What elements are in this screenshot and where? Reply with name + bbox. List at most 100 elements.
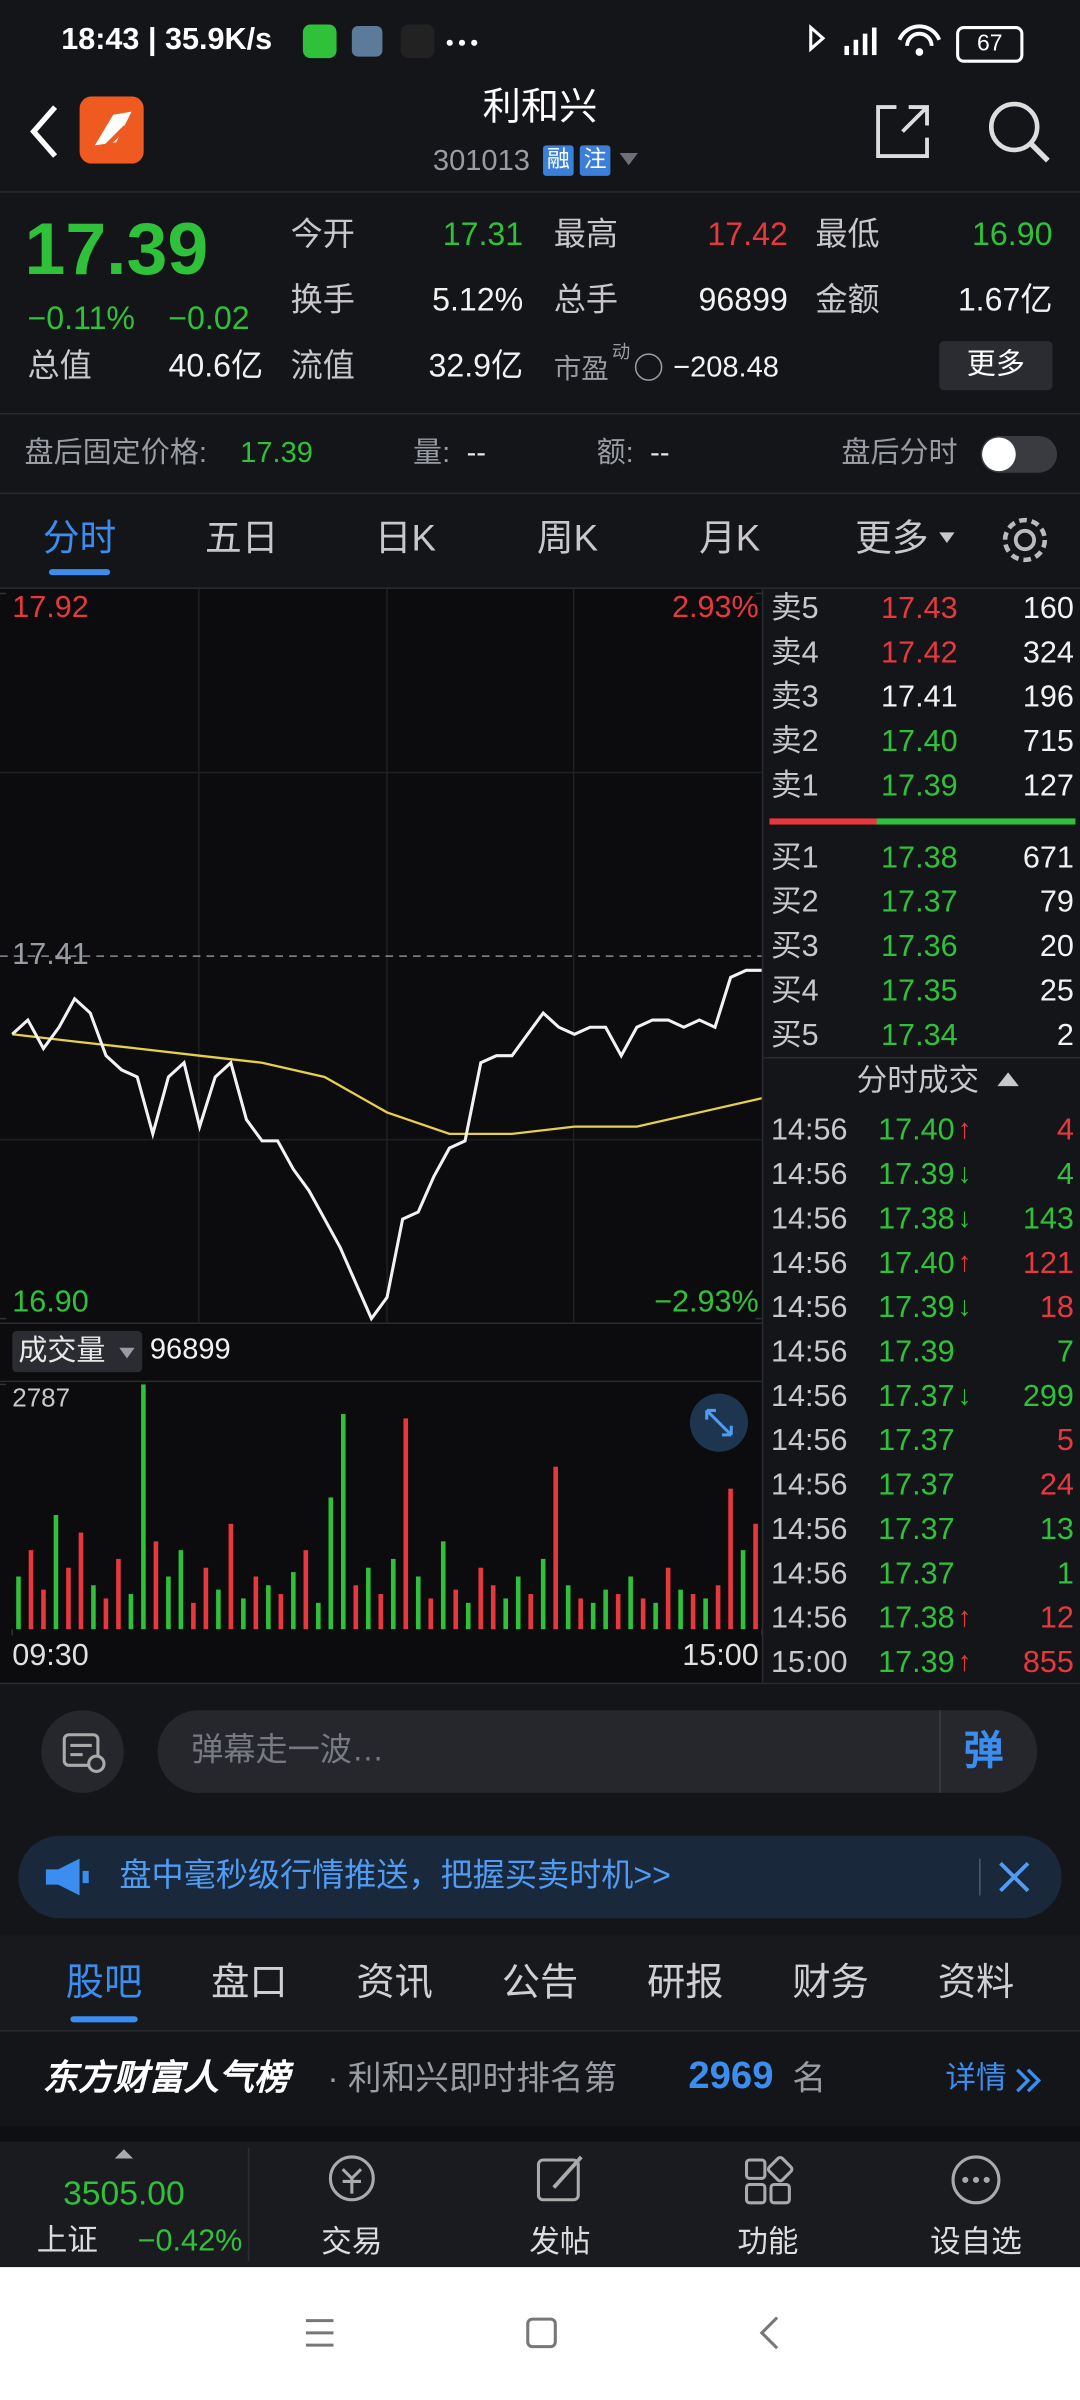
field-label: 今开 [290,217,355,253]
after-hours-volume-label: 量: [413,437,451,470]
field-value: 1.67亿 [957,283,1053,319]
danmu-placeholder: 弹幕走一波… [191,1733,384,1769]
nav-icon[interactable] [529,2151,590,2212]
chart-tab[interactable]: 更多 [855,518,929,560]
after-hours-price: 17.39 [240,437,313,470]
section-tab[interactable]: 研报 [647,1961,724,2004]
volume-bar [53,1515,59,1630]
trade-volume: 4 [1056,1113,1074,1148]
share-button[interactable] [872,101,933,162]
index-value[interactable]: 3505.00 [63,2173,185,2213]
section-tab[interactable]: 公告 [501,1961,579,2004]
section-tab[interactable]: 盘口 [211,1961,288,2004]
bid-bar [876,818,1076,825]
book-volume: 324 [1022,636,1074,671]
intraday-chart: 16.90 17.41 17.92 −2.93% 2.93% 09:30 15:00 成交量 9… [0,588,762,1683]
y-tick-label: 2787 [12,1383,70,1413]
dropdown[interactable] [618,150,639,168]
divider [0,587,1080,589]
volume-bar [490,1585,496,1630]
nav-icon[interactable] [737,2151,798,2212]
chart-tab[interactable]: 日K [374,518,436,560]
y2-tick-label: 2.93% [672,590,759,624]
tab-indicator [48,569,111,576]
volume-bar [78,1532,84,1630]
nav-label[interactable]: 功能 [737,2225,799,2260]
volume-bar [703,1598,708,1630]
section-tab[interactable]: 资讯 [356,1961,433,2004]
trade-time: 14:56 [770,1424,848,1458]
trade-time: 14:56 [770,1113,848,1148]
trade-volume: 855 [1022,1646,1074,1680]
nav-label[interactable]: 交易 [321,2225,383,2260]
chart-tab[interactable]: 五日 [204,518,279,560]
search-button[interactable] [985,98,1052,165]
chart-tab[interactable]: 分时 [42,518,117,560]
trade-time: 14:56 [770,1158,848,1192]
chart-tab[interactable]: 周K [536,518,599,560]
section-tab[interactable]: 资料 [937,1961,1015,2004]
trade-time: 14:56 [770,1468,848,1503]
book-label: 买4 [770,974,819,1009]
danmu-icon[interactable] [41,1710,124,1793]
nav-icon[interactable] [321,2151,382,2212]
divider [761,588,764,1683]
divider [0,191,1080,193]
collapse-caret[interactable] [997,1072,1019,1087]
back-button[interactable] [21,101,67,162]
status-icons [302,24,478,59]
ranking-link[interactable]: 详情 [945,2062,1007,2096]
danmu-input[interactable] [157,1710,1038,1793]
x-tick-label: 09:30 [12,1638,89,1672]
trade-arrow: ↓ [957,1291,972,1322]
volume-total: 96899 [150,1333,231,1365]
volume-bar [453,1589,459,1630]
danmu-button[interactable]: 弹 [963,1727,1004,1773]
index-change: −0.42% [137,2224,243,2258]
volume-bar [565,1585,571,1630]
banner[interactable] [18,1835,1062,1919]
trade-time: 14:56 [770,1202,848,1237]
section-tab[interactable]: 财务 [792,1961,869,2004]
system-nav-buttons[interactable] [291,2302,796,2363]
trade-price: 17.37 [878,1379,955,1414]
volume-bar [341,1414,346,1630]
nav-icon[interactable] [945,2151,1006,2212]
y-tick-label: 17.41 [12,937,89,971]
divider [0,2126,1080,2142]
divider [247,2147,250,2261]
volume-bar [353,1585,359,1630]
trade-price: 17.40 [878,1246,955,1281]
toggle-label: 盘后分时 [841,437,958,470]
volume-bar [153,1541,159,1630]
book-label: 卖2 [770,725,819,759]
system-nav [0,2267,1080,2400]
nav-label[interactable]: 发帖 [529,2225,591,2260]
chart-tab[interactable]: 月K [699,518,761,560]
close-banner[interactable] [997,1860,1031,1894]
chevron [1016,2068,1042,2093]
trade-volume: 121 [1022,1246,1074,1281]
volume-bar [241,1598,246,1630]
trade-time: 14:56 [770,1246,848,1281]
badge: 注 [579,145,611,176]
trade-arrow: ↑ [957,1601,972,1633]
trade-price: 17.37 [878,1424,955,1458]
app-logo [79,96,144,164]
trade-time: 14:56 [770,1379,848,1414]
volume-bar [465,1602,471,1630]
field-label: 最高 [553,217,619,253]
change-pct: −0.11% [27,301,136,337]
section-tab[interactable]: 股吧 [65,1961,143,2004]
volume-bar [390,1558,396,1630]
field-label: 流值 [290,348,355,384]
settings-button[interactable] [999,514,1051,566]
nav-label[interactable]: 设自选 [930,2225,1022,2260]
book-label: 卖3 [770,680,819,715]
trade-time: 14:56 [770,1601,848,1636]
volume-bar [303,1550,309,1630]
more-button[interactable]: 更多 [939,341,1053,391]
toggle[interactable] [979,434,1059,474]
book-price: 17.43 [881,592,958,626]
volume-bar [378,1594,384,1630]
